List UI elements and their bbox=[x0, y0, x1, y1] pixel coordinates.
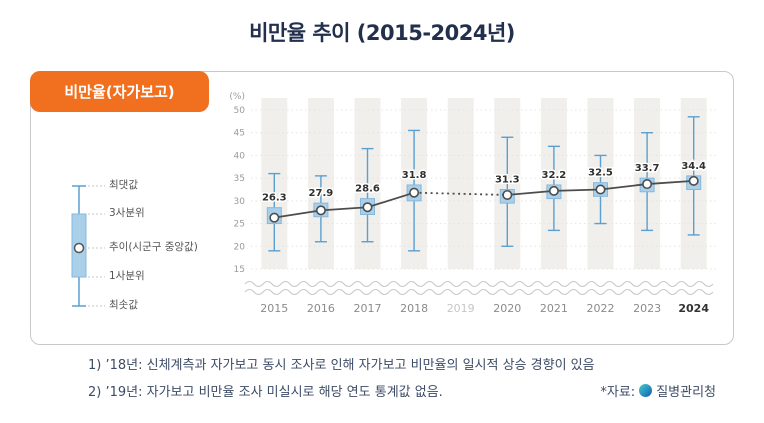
x-tick-label: 2015 bbox=[260, 302, 288, 315]
value-label: 32.2 bbox=[542, 170, 567, 181]
x-tick-label: 2024 bbox=[678, 302, 709, 315]
trend-line-segment bbox=[320, 206, 368, 212]
trend-line-segment bbox=[367, 191, 415, 209]
y-tick-label: 35 bbox=[234, 174, 245, 184]
chart-card: 비만율(자가보고) 최댓값 3사분위 추이(시군구 중앙값) 1사분위 최솟값 … bbox=[30, 71, 734, 345]
value-label: 31.3 bbox=[495, 175, 520, 186]
x-tick-label: 2016 bbox=[307, 302, 335, 315]
legend-label-max: 최댓값 bbox=[109, 179, 138, 191]
value-label: 33.7 bbox=[635, 163, 660, 174]
footnote-2: 2) ’19년: 자가보고 비만율 조사 미실시로 해당 연도 통계값 없음. bbox=[88, 385, 443, 400]
x-tick-label: 2017 bbox=[354, 302, 382, 315]
y-tick-label: 45 bbox=[234, 129, 245, 139]
legend-label-min: 최솟값 bbox=[109, 299, 138, 311]
x-tick-label: 2018 bbox=[400, 302, 428, 315]
value-label: 26.3 bbox=[262, 193, 287, 204]
page-title: 비만율 추이 (2015-2024년) bbox=[249, 21, 515, 45]
source-org: 질병관리청 bbox=[656, 385, 716, 400]
kdca-logo-icon bbox=[639, 384, 653, 397]
x-tick-label: 2019 bbox=[447, 302, 475, 315]
value-label: 27.9 bbox=[309, 188, 334, 199]
source-label: *자료: bbox=[600, 385, 636, 400]
median-marker bbox=[688, 175, 699, 186]
trend-line-dotted-segment bbox=[414, 191, 508, 196]
boxplot-legend: 최댓값 3사분위 추이(시군구 중앙값) 1사분위 최솟값 bbox=[61, 179, 226, 320]
median-marker bbox=[269, 212, 280, 223]
legend-label-trend: 추이(시군구 중앙값) bbox=[109, 241, 198, 253]
year-band bbox=[447, 98, 474, 269]
x-tick-label: 2022 bbox=[587, 302, 615, 315]
y-tick-label: 50 bbox=[234, 106, 246, 116]
x-tick-label: 2020 bbox=[493, 302, 521, 315]
legend-label-q1: 1사분위 bbox=[109, 270, 145, 282]
trend-line-segment bbox=[553, 188, 601, 192]
value-label: 32.5 bbox=[588, 168, 613, 179]
y-axis-unit-label: (%) bbox=[229, 92, 245, 102]
source-note: *자료: 질병관리청 bbox=[600, 381, 716, 400]
axis-break-wave bbox=[244, 288, 714, 296]
axis-break-wave bbox=[244, 280, 714, 288]
median-marker bbox=[409, 187, 420, 198]
trend-line-segment bbox=[274, 209, 322, 219]
value-label: 31.8 bbox=[402, 170, 427, 181]
median-marker bbox=[595, 184, 606, 195]
median-marker bbox=[642, 179, 653, 190]
y-tick-label: 20 bbox=[234, 242, 246, 252]
y-tick-label: 25 bbox=[234, 220, 245, 230]
y-tick-label: 15 bbox=[234, 265, 245, 275]
trend-line-segment bbox=[507, 189, 554, 196]
median-marker bbox=[502, 189, 513, 200]
metric-badge: 비만율(자가보고) bbox=[30, 71, 209, 112]
footnote-1: 1) ’18년: 신체계측과 자가보고 동시 조사로 인해 자가보고 비만율의 … bbox=[88, 358, 595, 373]
legend-median-marker bbox=[73, 242, 85, 254]
value-label: 34.4 bbox=[681, 161, 706, 172]
value-label: 28.6 bbox=[355, 184, 380, 195]
boxplot-glyph-icon bbox=[71, 185, 105, 307]
legend-label-q3: 3사분위 bbox=[109, 207, 145, 219]
median-marker bbox=[362, 202, 373, 213]
x-tick-label: 2021 bbox=[540, 302, 568, 315]
trend-line-segment bbox=[647, 179, 694, 185]
median-marker bbox=[548, 185, 559, 196]
x-tick-label: 2023 bbox=[633, 302, 661, 315]
trend-line-segment bbox=[600, 183, 648, 191]
y-tick-label: 40 bbox=[234, 151, 246, 161]
metric-badge-label: 비만율(자가보고) bbox=[64, 83, 175, 101]
y-tick-label: 30 bbox=[234, 197, 246, 207]
median-marker bbox=[315, 205, 326, 216]
footnotes: 1) ’18년: 신체계측과 자가보고 동시 조사로 인해 자가보고 비만율의 … bbox=[88, 354, 716, 400]
